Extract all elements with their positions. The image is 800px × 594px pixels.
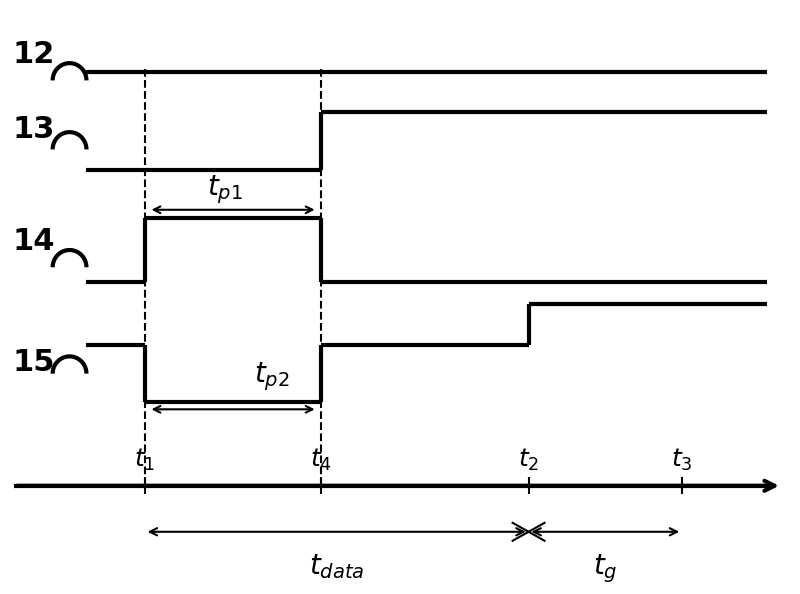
Text: $t_2$: $t_2$ [518,447,539,473]
Text: $t_1$: $t_1$ [134,447,155,473]
Text: $t_3$: $t_3$ [671,447,693,473]
Text: $t_g$: $t_g$ [593,552,618,584]
Text: $t_4$: $t_4$ [310,447,332,473]
Text: 14: 14 [13,227,55,256]
Text: 12: 12 [13,40,55,69]
Text: $t_{p1}$: $t_{p1}$ [207,173,243,206]
Text: $t_{data}$: $t_{data}$ [309,552,364,581]
Text: 15: 15 [13,347,55,377]
Text: $t_{p2}$: $t_{p2}$ [254,361,290,393]
Text: 13: 13 [13,115,55,144]
